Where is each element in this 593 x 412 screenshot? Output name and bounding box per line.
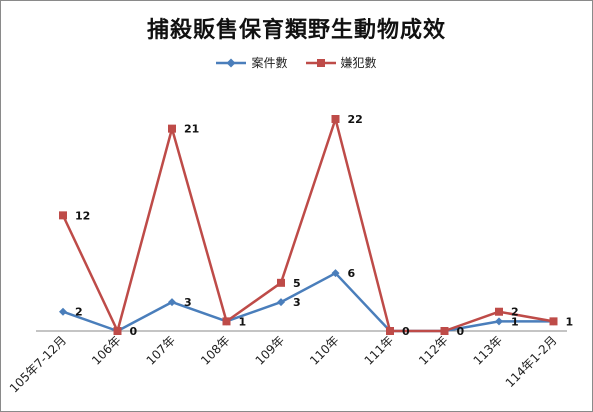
legend-swatch-cases [216,58,247,67]
data-point-cases [168,298,176,307]
data-label: 2 [75,306,83,319]
data-point-suspects [168,124,176,133]
data-label: 0 [402,325,410,338]
chart-title: 捕殺販售保育類野生動物成效 [146,17,446,43]
data-point-suspects [113,327,122,335]
data-point-cases [59,307,67,316]
data-point-suspects [549,317,558,326]
legend-label-cases: 案件數 [251,56,288,70]
x-tick-label: 110年 [307,333,342,368]
data-label: 1 [239,315,247,328]
data-point-suspects [440,327,449,335]
data-label: 6 [348,267,356,280]
x-tick-label: 112年 [416,333,451,368]
data-point-cases [331,269,340,278]
legend-item-cases: 案件數 [216,54,288,71]
data-label: 1 [511,315,519,328]
data-label: 0 [457,325,465,338]
data-point-suspects [386,327,394,335]
x-tick-label: 106年 [89,333,124,368]
data-label: 0 [130,325,138,338]
legend-label-suspects: 嫌犯數 [340,56,377,70]
data-point-cases [277,298,285,307]
series-line-cases [62,271,554,333]
data-label: 5 [293,277,301,290]
data-label: 3 [184,296,192,309]
data-point-suspects [331,115,340,123]
x-tick-label: 108年 [198,333,233,368]
x-tick-label: 113年 [471,333,506,368]
data-point-cases [495,317,503,326]
series-line-suspects [61,117,554,333]
x-tick-label: 105年7-12月 [7,333,69,395]
data-point-suspects [222,317,231,326]
x-tick-label: 109年 [253,333,288,368]
legend-item-suspects: 嫌犯數 [305,54,377,71]
x-tick-label: 107年 [144,333,179,368]
data-label: 22 [348,113,363,126]
data-label: 21 [184,123,199,136]
data-label: 1 [566,315,574,328]
x-tick-label: 114年1-2月 [503,333,560,390]
legend-swatch-suspects [305,58,336,67]
data-point-suspects [59,211,67,220]
data-label: 12 [75,209,90,222]
legend: 案件數 嫌犯數 [0,54,593,71]
x-tick-label: 111年 [362,333,397,368]
data-point-suspects [277,278,285,287]
data-point-suspects [495,307,503,316]
data-label: 2 [511,306,519,319]
data-label: 3 [293,296,301,309]
